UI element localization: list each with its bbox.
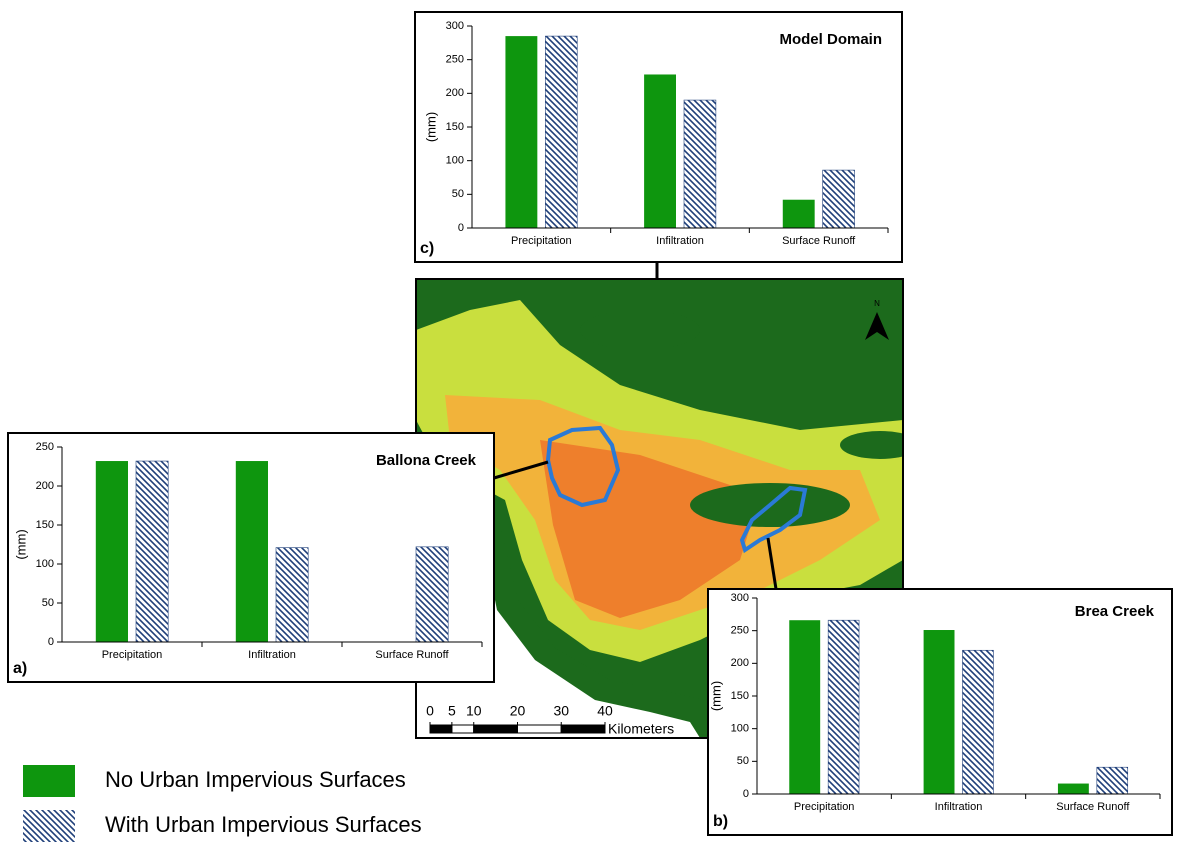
- y-tick-label: 100: [36, 558, 54, 570]
- y-axis-label: (mm): [708, 681, 723, 711]
- y-tick-label: 300: [731, 592, 749, 604]
- scale-segment: [561, 725, 605, 733]
- bar: [783, 200, 815, 228]
- figure: N 0510203040Kilometers 05010015020025030…: [0, 0, 1179, 847]
- scale-label: 20: [510, 703, 526, 719]
- y-tick-label: 50: [737, 755, 749, 767]
- y-tick-label: 0: [458, 222, 464, 234]
- bar: [416, 547, 448, 642]
- x-tick-label: Precipitation: [794, 801, 855, 813]
- legend-label: No Urban Impervious Surfaces: [105, 767, 406, 792]
- bar: [823, 170, 855, 228]
- scale-unit: Kilometers: [608, 721, 674, 737]
- scale-segment: [452, 725, 474, 733]
- bar: [644, 74, 676, 228]
- chart-title: Model Domain: [779, 31, 882, 48]
- y-tick-label: 0: [48, 636, 54, 648]
- y-tick-label: 250: [731, 625, 749, 637]
- bar: [276, 548, 308, 642]
- mountains: [580, 310, 700, 350]
- chart-title: Brea Creek: [1075, 603, 1155, 620]
- bar: [1058, 784, 1089, 794]
- hills: [840, 431, 920, 459]
- legend-swatch: [23, 765, 75, 797]
- scale-label: 5: [448, 703, 456, 719]
- chart: 0 50 100 150 200 250 300 Precipitation Infiltrat…: [415, 12, 902, 262]
- legend-label: With Urban Impervious Surfaces: [105, 812, 422, 837]
- scale-segment: [474, 725, 518, 733]
- scale-label: 0: [426, 703, 434, 719]
- y-tick-label: 300: [446, 20, 464, 32]
- chart: 0 50 100 150 200 250 300 Precipitation Infiltrat…: [708, 589, 1172, 835]
- bar: [505, 36, 537, 228]
- bar: [545, 36, 577, 228]
- y-tick-label: 100: [731, 723, 749, 735]
- y-tick-label: 150: [446, 121, 464, 133]
- bar: [684, 100, 716, 228]
- y-tick-label: 200: [446, 87, 464, 99]
- x-tick-label: Infiltration: [935, 801, 983, 813]
- bar: [96, 461, 128, 642]
- x-tick-label: Surface Runoff: [1056, 801, 1130, 813]
- x-tick-label: Infiltration: [656, 235, 704, 247]
- y-tick-label: 250: [446, 54, 464, 66]
- y-tick-label: 150: [36, 519, 54, 531]
- y-tick-label: 200: [731, 657, 749, 669]
- y-tick-label: 200: [36, 480, 54, 492]
- y-tick-label: 150: [731, 690, 749, 702]
- y-tick-label: 50: [452, 188, 464, 200]
- y-axis-label: (mm): [13, 529, 28, 559]
- scale-segment: [518, 725, 562, 733]
- x-tick-label: Infiltration: [248, 649, 296, 661]
- x-tick-label: Surface Runoff: [375, 649, 449, 661]
- scale-segment: [430, 725, 452, 733]
- scale-label: 40: [597, 703, 613, 719]
- chart: 0 50 100 150 200 250 Precipitation Infiltration…: [8, 433, 494, 682]
- y-tick-label: 50: [42, 597, 54, 609]
- bar: [136, 461, 168, 642]
- bar: [1097, 767, 1128, 794]
- scale-label: 30: [553, 703, 569, 719]
- panel-label: a): [13, 660, 27, 677]
- panel-label: c): [420, 240, 434, 257]
- bar: [963, 650, 994, 794]
- y-tick-label: 250: [36, 441, 54, 453]
- scale-label: 10: [466, 703, 482, 719]
- chart-title: Ballona Creek: [376, 452, 477, 469]
- x-tick-label: Surface Runoff: [782, 235, 856, 247]
- y-tick-label: 0: [743, 788, 749, 800]
- x-tick-label: Precipitation: [102, 649, 163, 661]
- bar: [789, 620, 820, 794]
- x-tick-label: Precipitation: [511, 235, 572, 247]
- bar: [236, 461, 268, 642]
- y-axis-label: (mm): [423, 112, 438, 142]
- y-tick-label: 100: [446, 155, 464, 167]
- bar: [924, 630, 955, 794]
- bar: [828, 620, 859, 794]
- legend: No Urban Impervious Surfaces With Urban I…: [23, 765, 422, 842]
- north-label: N: [874, 299, 880, 308]
- panel-label: b): [713, 813, 728, 830]
- legend-swatch: [23, 810, 75, 842]
